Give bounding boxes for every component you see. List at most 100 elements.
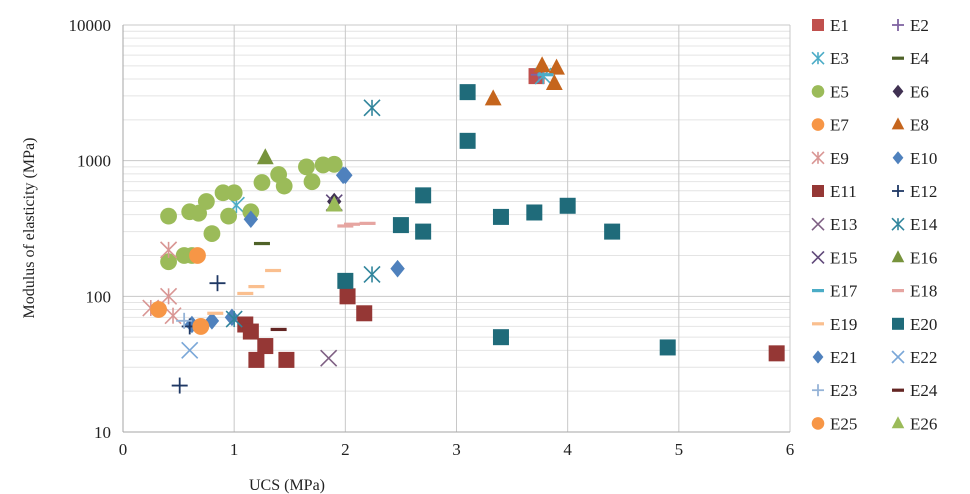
legend-label: E21 xyxy=(830,348,857,367)
x-axis-title: UCS (MPa) xyxy=(249,477,325,494)
legend-marker xyxy=(892,388,904,392)
data-point-e20 xyxy=(459,84,476,101)
legend-label: E8 xyxy=(910,116,929,135)
legend-marker xyxy=(891,217,905,231)
data-point-e14 xyxy=(225,310,243,328)
y-tick-label: 1000 xyxy=(77,152,111,171)
data-point-e19 xyxy=(207,311,224,315)
data-point-e12 xyxy=(171,377,188,394)
legend-marker xyxy=(892,185,904,197)
legend-marker xyxy=(892,317,904,330)
x-tick-label: 1 xyxy=(230,440,239,459)
data-point-e20 xyxy=(492,208,509,225)
y-axis-title: Modulus of elasticity (MPa) xyxy=(21,138,38,319)
data-point-e10 xyxy=(243,210,259,229)
x-tick-label: 5 xyxy=(675,440,684,459)
legend-item-e22: E22 xyxy=(891,348,937,367)
data-point-e14 xyxy=(363,99,381,117)
data-point-e8 xyxy=(545,73,563,90)
legend-item-e2: E2 xyxy=(892,16,929,35)
legend-item-e13: E13 xyxy=(811,215,857,234)
data-point-e20 xyxy=(459,132,476,149)
data-point-e9 xyxy=(160,287,178,305)
legend-marker xyxy=(812,185,824,197)
data-point-e22 xyxy=(181,341,199,359)
legend-item-e9: E9 xyxy=(811,149,849,168)
data-point-e5 xyxy=(203,225,221,243)
legend-item-e17: E17 xyxy=(812,282,858,301)
data-point-e10 xyxy=(390,259,405,278)
legend-label: E9 xyxy=(830,149,849,168)
x-tick-label: 6 xyxy=(786,440,795,459)
data-point-e19 xyxy=(248,284,265,289)
legend-marker xyxy=(891,250,905,263)
legend-label: E1 xyxy=(830,16,849,35)
data-point-e7 xyxy=(189,247,206,264)
legend-label: E14 xyxy=(910,215,938,234)
data-point-e18 xyxy=(359,221,376,225)
legend-marker xyxy=(891,350,905,364)
legend-marker xyxy=(812,350,824,364)
legend-item-e12: E12 xyxy=(892,182,937,201)
data-point-e20 xyxy=(392,217,409,234)
data-point-e20 xyxy=(526,204,543,221)
legend-item-e3: E3 xyxy=(811,49,849,68)
data-point-e11 xyxy=(768,345,785,362)
legend-item-e19: E19 xyxy=(812,315,857,334)
data-points xyxy=(142,56,785,394)
data-point-e5 xyxy=(275,177,293,195)
legend-item-e4: E4 xyxy=(892,49,929,68)
data-point-e5 xyxy=(220,207,238,225)
data-point-e19 xyxy=(237,291,254,296)
legend-label: E24 xyxy=(910,381,938,400)
legend-label: E17 xyxy=(830,282,858,301)
legend-label: E19 xyxy=(830,315,857,334)
data-point-e8 xyxy=(484,89,502,106)
legend-item-e23: E23 xyxy=(812,381,857,400)
legend-marker xyxy=(892,289,904,293)
legend-item-e21: E21 xyxy=(812,348,857,367)
legend-marker xyxy=(811,51,825,65)
legend-item-e26: E26 xyxy=(891,414,937,433)
data-point-e5 xyxy=(160,207,177,225)
legend-item-e5: E5 xyxy=(811,82,849,101)
legend-label: E25 xyxy=(830,414,857,433)
data-point-e25 xyxy=(192,318,210,335)
legend-label: E26 xyxy=(910,414,937,433)
legend: E1 E2 E3 E4 E5 E6 E7 E8 E9 E10 E11 E12 E13 E14 E15 E16 E… xyxy=(811,16,938,433)
data-point-e11 xyxy=(278,351,295,368)
legend-marker xyxy=(892,56,904,60)
y-tick-label: 10000 xyxy=(69,16,112,35)
legend-item-e18: E18 xyxy=(892,282,937,301)
legend-item-e16: E16 xyxy=(891,248,937,267)
legend-marker xyxy=(811,250,825,264)
x-tick-label: 4 xyxy=(563,440,572,459)
x-tick-label: 3 xyxy=(452,440,461,459)
x-tick-label: 2 xyxy=(341,440,350,459)
legend-marker xyxy=(812,19,824,31)
legend-label: E23 xyxy=(830,381,857,400)
legend-label: E13 xyxy=(830,215,857,234)
data-point-e20 xyxy=(415,223,432,240)
data-point-e5 xyxy=(160,253,177,271)
data-point-e5 xyxy=(253,174,271,191)
data-point-e18 xyxy=(344,222,361,226)
data-point-e25 xyxy=(150,301,167,318)
legend-label: E7 xyxy=(830,116,849,135)
legend-label: E20 xyxy=(910,315,937,334)
y-tick-label: 100 xyxy=(86,287,112,306)
legend-marker xyxy=(812,322,824,326)
legend-label: E5 xyxy=(830,82,849,101)
legend-item-e7: E7 xyxy=(811,116,849,135)
data-point-e20 xyxy=(337,272,354,289)
data-point-e5 xyxy=(197,193,215,210)
legend-marker xyxy=(892,151,904,165)
data-point-e20 xyxy=(415,187,432,204)
data-point-e4 xyxy=(253,241,270,246)
legend-label: E6 xyxy=(910,82,929,101)
data-point-e20 xyxy=(492,329,509,346)
legend-item-e8: E8 xyxy=(891,116,929,135)
legend-marker xyxy=(812,289,824,293)
data-point-e8 xyxy=(533,56,551,73)
